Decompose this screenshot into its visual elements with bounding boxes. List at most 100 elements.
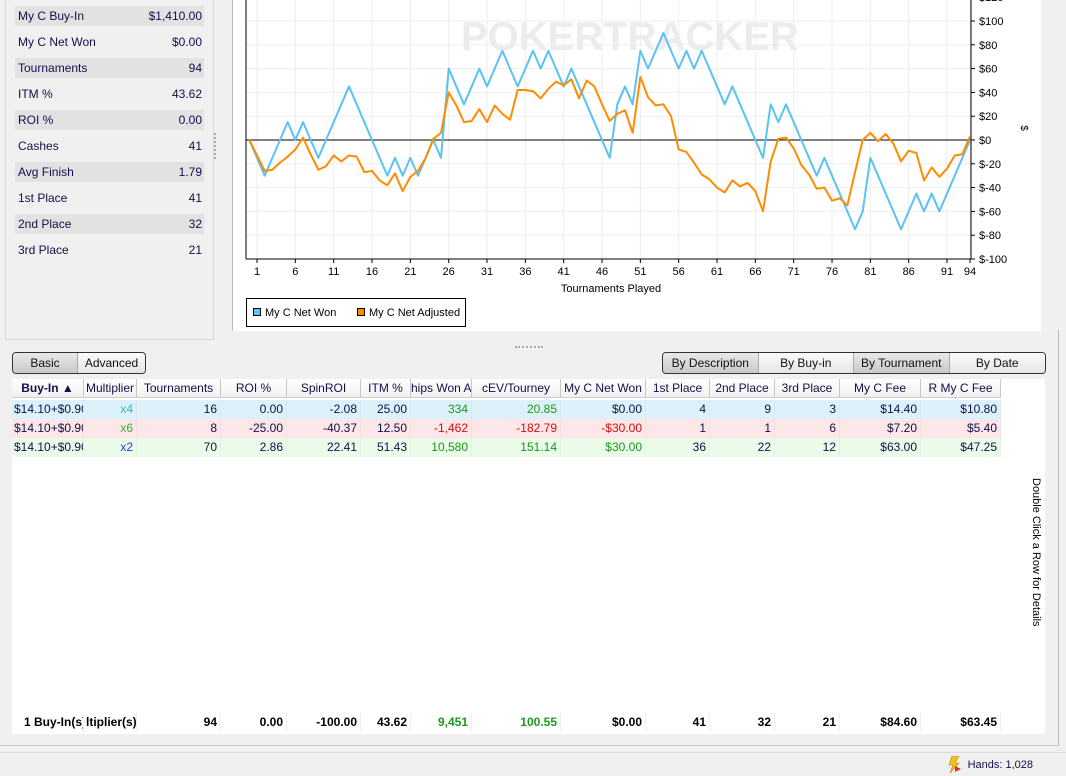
by-description-button[interactable]: By Description [663,353,759,373]
table-footer: 1 Buy-In(s) ltiplier(s) 94 0.00 -100.00 43.62… [12,713,1001,732]
stat-label: ROI % [18,113,54,127]
x-tick-label: 56 [673,266,685,278]
x-tick-label: 21 [404,266,416,278]
table-cell: $30.00 [561,438,646,457]
column-header[interactable]: SpinROI [287,379,361,398]
stat-label: 3rd Place [18,243,69,257]
view-toggle: Basic Advanced [12,352,146,374]
column-header[interactable]: My C Net Won [561,379,646,398]
watermark-logo: POKERTRACKER [461,15,799,59]
table-cell: 8 [137,419,221,438]
legend-box [246,298,466,327]
column-header[interactable]: My C Fee [840,379,921,398]
advanced-button[interactable]: Advanced [78,353,145,373]
table-row[interactable]: $14.10+$0.90 x6 8 -25.00 -40.37 12.50 -1,462 -1… [12,419,1001,438]
x-tick-label: 36 [519,266,531,278]
x-tick-label: 16 [366,266,378,278]
table-cell: 4 [646,400,710,419]
column-header[interactable]: ROI % [221,379,287,398]
stat-row: Tournaments 94 [15,58,204,78]
x-tick-label: 86 [903,266,915,278]
column-header[interactable]: 2nd Place [710,379,775,398]
stats-panel: My C Buy-In $1,410.00 My C Net Won $0.00 Tou… [5,0,214,340]
table-cell: $47.25 [921,438,1001,457]
stat-value: 1.79 [178,165,202,179]
stat-row: 3rd Place 21 [15,240,204,260]
column-header[interactable]: Tournaments [137,379,221,398]
table-cell: -2.08 [287,400,361,419]
column-header[interactable]: R My C Fee [921,379,1001,398]
hud-lightning-icon[interactable] [946,756,962,774]
table-cell: 20.85 [472,400,561,419]
y-tick-label: $-60 [979,206,1001,218]
y-tick-label: $-20 [979,159,1001,171]
x-axis-label: Tournaments Played [561,283,661,295]
stat-value: $1,410.00 [148,9,202,23]
column-header[interactable]: 1st Place [646,379,710,398]
table-cell: $0.00 [561,400,646,419]
x-tick-label: 61 [711,266,723,278]
panel-border [1058,330,1059,745]
column-header[interactable]: 3rd Place [775,379,840,398]
horizontal-splitter[interactable] [515,346,543,348]
stat-row: Cashes 41 [15,136,204,156]
stat-value: 41 [188,139,202,153]
table-cell: 100.55 [472,713,561,732]
vertical-splitter[interactable] [214,133,217,159]
column-header[interactable]: hips Won A [411,379,472,398]
table-cell: -100.00 [287,713,361,732]
divider [0,745,1059,746]
y-tick-label: $40 [979,87,997,99]
column-header[interactable]: Multiplier [84,379,137,398]
table-cell: -$30.00 [561,419,646,438]
table-cell: 0.00 [221,400,287,419]
table-cell: 10,580 [411,438,472,457]
table-cell: $7.20 [840,419,921,438]
x-tick-label: 66 [749,266,761,278]
table-cell: 22.41 [287,438,361,457]
hands-count: Hands: 1,028 [967,759,1033,771]
y-tick-label: $60 [979,64,997,76]
column-header[interactable]: cEV/Tourney [472,379,561,398]
stat-value: 43.62 [171,87,202,101]
table-cell: $14.10+$0.90 [12,419,84,438]
chart-panel: POKERTRACKER 1 6 11 16 21 26 31 36 41 46 51 56 61 66 71… [232,0,1041,331]
x-tick-label: 94 [964,266,976,278]
table-cell: $14.10+$0.90 [12,400,84,419]
stat-label: ITM % [18,87,53,101]
stat-value: $0.00 [171,35,202,49]
table-row[interactable]: $14.10+$0.90 x2 70 2.86 22.41 51.43 10,580 151.… [12,438,1001,457]
table-cell: 0.00 [221,713,287,732]
table-cell: 21 [775,713,840,732]
x-tick-label: 31 [481,266,493,278]
table-header: Buy-In ▲ Multiplier Tournaments ROI % SpinRO… [12,379,1001,398]
stat-row: 1st Place 41 [15,188,204,208]
by-date-button[interactable]: By Date [949,353,1045,373]
table-cell: 94 [137,713,221,732]
group-by-toggle: By Description By Buy-in By Tournament B… [662,352,1046,374]
y-tick-label: $120 [979,0,1003,4]
by-buy-in-button[interactable]: By Buy-in [758,353,854,373]
table-cell: $14.10+$0.90 [12,438,84,457]
y-axis-label: $ [1018,125,1029,131]
table-cell: $10.80 [921,400,1001,419]
by-tournament-button[interactable]: By Tournament [854,353,950,373]
status-bar: Hands: 1,028 [0,752,1066,776]
series-line-net-won [248,31,971,231]
stat-value: 21 [188,243,202,257]
table-row[interactable]: $14.10+$0.90 x4 16 0.00 -2.08 25.00 334 20.85 $0… [12,400,1001,419]
results-table: Buy-In ▲ Multiplier Tournaments ROI % SpinRO… [12,379,1045,734]
table-cell: 151.14 [472,438,561,457]
table-cell: 22 [710,438,775,457]
x-tick-label: 91 [941,266,953,278]
x-tick-label: 51 [634,266,646,278]
double-click-hint: Double Click a Row for Details [1030,478,1042,627]
x-tick-label: 1 [254,266,260,278]
basic-button[interactable]: Basic [13,353,79,373]
column-header[interactable]: ITM % [361,379,411,398]
y-tick-label: $20 [979,111,997,123]
stat-value: 41 [188,191,202,205]
column-header[interactable]: Buy-In ▲ [12,379,84,398]
table-cell: 43.62 [361,713,411,732]
